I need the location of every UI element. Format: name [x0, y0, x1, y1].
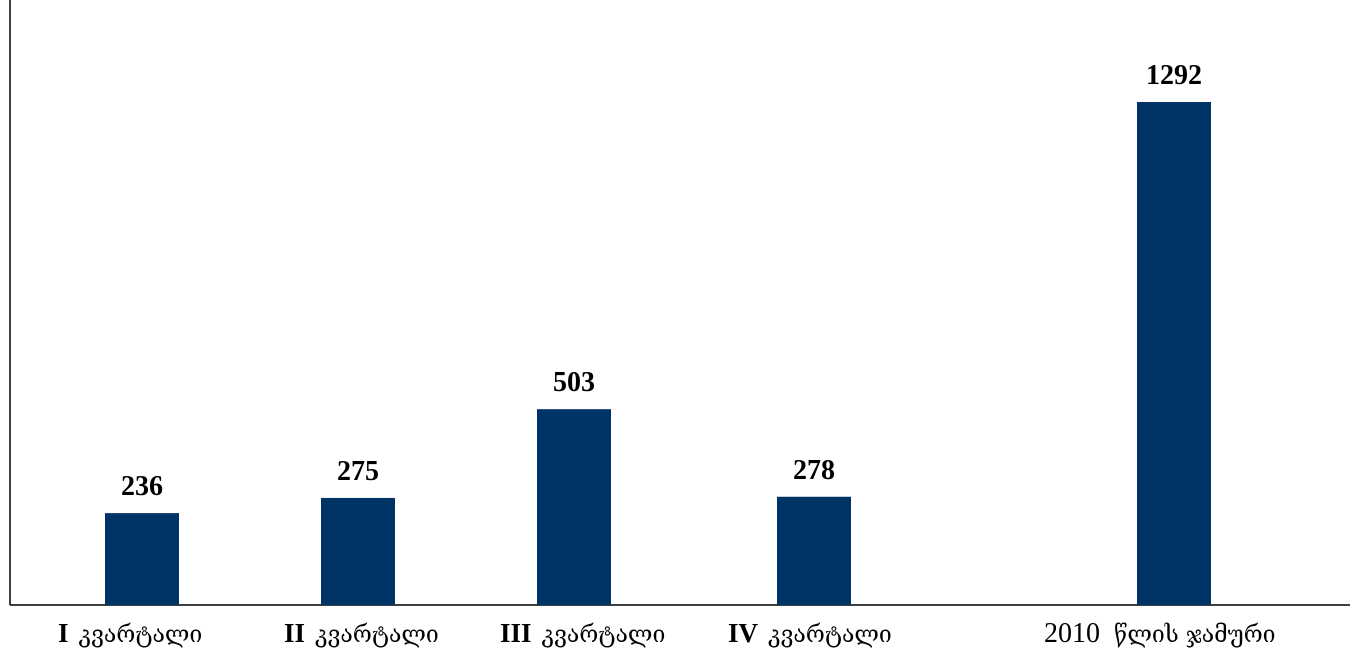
value-labels-group: 236 275 503 278 1292 [121, 60, 1202, 502]
category-text: კვარტალი [315, 622, 439, 648]
bar-3 [537, 409, 611, 605]
value-label-5: 1292 [1146, 60, 1202, 91]
bar-4 [777, 496, 851, 605]
category-label-5: 2010 წლის ჯამური [1044, 618, 1276, 649]
value-label-4: 278 [793, 455, 835, 486]
bar-1 [105, 513, 179, 605]
category-text: კვარტალი [542, 622, 666, 648]
value-label-2: 275 [337, 456, 379, 487]
bar-2 [321, 497, 395, 605]
bar-5 [1137, 102, 1211, 605]
category-prefix: IV [728, 618, 759, 648]
category-text: კვარტალი [768, 622, 892, 648]
category-label-3: III კვარტალი [500, 618, 665, 648]
value-label-1: 236 [121, 471, 163, 502]
bars-group [105, 102, 1211, 605]
category-prefix: 2010 [1044, 618, 1100, 649]
value-label-3: 503 [553, 367, 595, 398]
category-text: კვარტალი [79, 622, 203, 648]
category-label-4: IV კვარტალი [728, 618, 892, 648]
category-prefix: I [58, 618, 69, 648]
category-text: წლის ჯამური [1114, 622, 1276, 648]
category-label-2: II კვარტალი [284, 618, 439, 648]
category-prefix: III [500, 618, 532, 648]
category-prefix: II [284, 618, 305, 648]
